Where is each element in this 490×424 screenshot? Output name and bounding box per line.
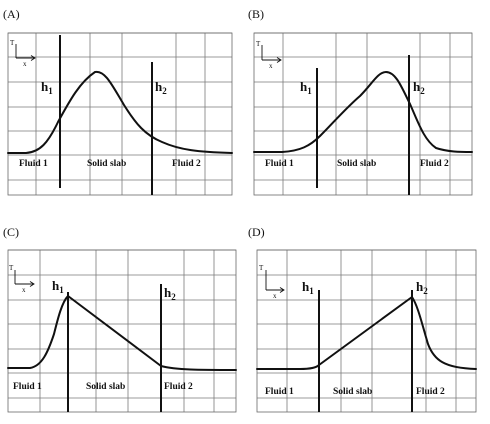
panel-b-temperature-curve	[253, 71, 473, 153]
panel-c-axis-icon	[14, 270, 35, 287]
panel-b-frame	[253, 32, 473, 196]
panel-d-grid	[257, 249, 476, 412]
panel-d-region-fluid-2: Fluid 2	[416, 387, 445, 397]
panel-d-h2-label: h2	[416, 279, 428, 296]
panel-b-h2-label: h2	[413, 79, 425, 96]
panel-b-y-axis-label: T	[256, 40, 261, 48]
panel-a-temperature-curve	[7, 70, 233, 154]
panel-a-h2-label: h2	[155, 79, 167, 96]
panel-a-h1-label: h1	[41, 79, 53, 96]
panel-a-frame	[7, 32, 233, 196]
panel-c-label: (C)	[3, 225, 19, 239]
panel-a-label: (A)	[3, 7, 20, 21]
panel-b-label: (B)	[248, 7, 264, 21]
panel-b-region-solid-slab: Solid slab	[337, 159, 376, 169]
panel-b-axis-icon	[261, 45, 282, 63]
panel-d-x-axis-label: x	[273, 292, 277, 300]
panel-a-y-axis-label: T	[10, 39, 15, 47]
panel-b-h1-label: h1	[300, 79, 312, 96]
panel-d-label: (D)	[248, 225, 265, 239]
panel-c-region-fluid-1: Fluid 1	[13, 382, 42, 392]
panel-a-region-fluid-1: Fluid 1	[19, 159, 48, 169]
panel-d-temperature-curve	[256, 296, 477, 370]
panel-c-region-fluid-2: Fluid 2	[164, 382, 193, 392]
panel-c-frame	[7, 249, 237, 413]
panel-c-y-axis-label: T	[9, 264, 14, 272]
panel-b: (B) T x h1 h2 Fluid 1 Solid sla	[248, 7, 473, 196]
panel-d-frame	[256, 249, 477, 413]
panel-b-x-axis-label: x	[269, 62, 273, 70]
panel-b-region-fluid-2: Fluid 2	[420, 159, 449, 169]
panel-c-region-solid-slab: Solid slab	[86, 382, 125, 392]
panel-d-h1-label: h1	[302, 279, 314, 296]
panel-a: (A) T x h1 h2 Fluid 1 Solid sla	[3, 7, 233, 196]
panel-a-grid	[8, 32, 232, 195]
panel-c-h1-label: h1	[52, 278, 64, 295]
panel-d-region-fluid-1: Fluid 1	[265, 387, 294, 397]
panel-a-x-axis-label: x	[23, 60, 27, 68]
panel-c-x-axis-label: x	[22, 286, 26, 294]
panel-b-grid	[254, 32, 472, 195]
panel-c: (C) T x h1 h2 Fluid 1 Solid sla	[3, 225, 237, 413]
panel-c-h2-label: h2	[164, 285, 176, 302]
panel-b-region-fluid-1: Fluid 1	[265, 159, 294, 169]
panel-d-axis-icon	[265, 270, 285, 293]
panel-d-y-axis-label: T	[259, 264, 264, 272]
panel-c-temperature-curve	[7, 295, 237, 371]
panel-a-region-solid-slab: Solid slab	[87, 159, 126, 169]
panel-d: (D) T x h1 h2 Fluid 1 Solid sla	[248, 225, 477, 413]
panel-a-region-fluid-2: Fluid 2	[172, 159, 201, 169]
panel-d-region-solid-slab: Solid slab	[333, 387, 372, 397]
panel-a-axis-icon	[15, 44, 36, 61]
